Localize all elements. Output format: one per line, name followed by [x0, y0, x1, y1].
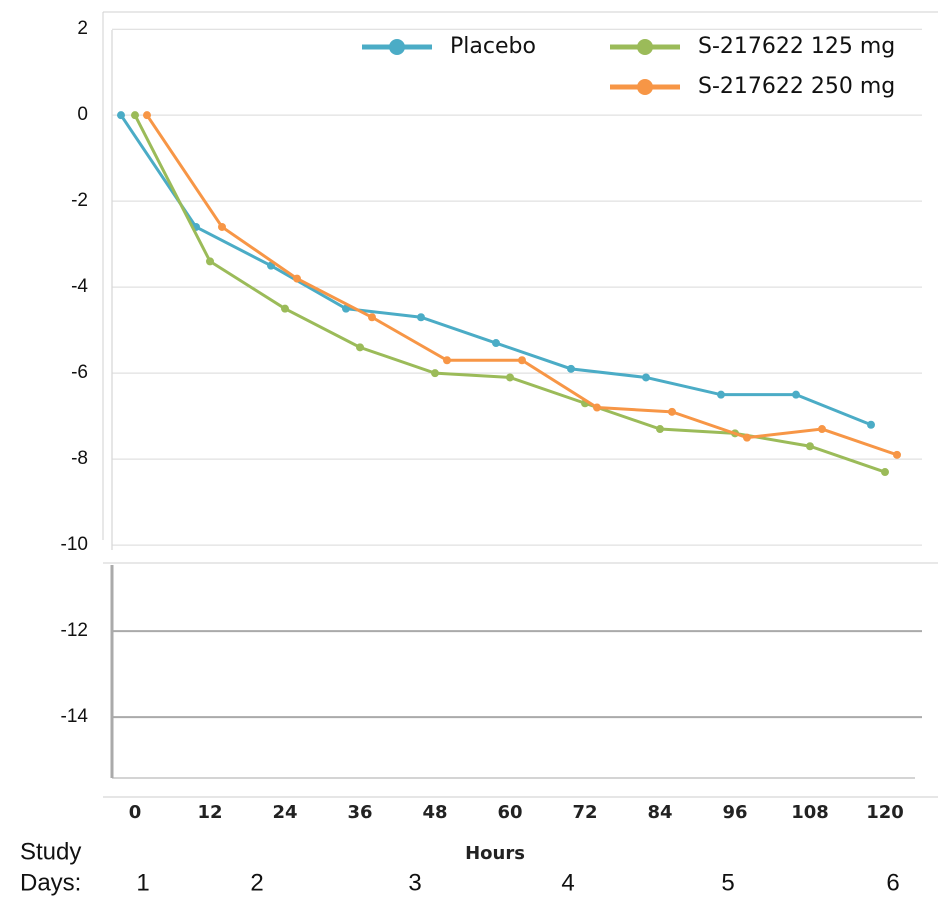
- legend-marker: [389, 39, 405, 55]
- data-point: [567, 364, 575, 373]
- study-day: 4: [561, 869, 574, 896]
- data-point: [743, 433, 751, 442]
- x-tick-label: 60: [497, 802, 522, 823]
- data-point: [342, 304, 350, 313]
- data-point: [443, 356, 451, 365]
- y-tick-label: -12: [61, 620, 88, 641]
- y-tick-label: -6: [71, 362, 88, 383]
- data-point: [131, 111, 139, 120]
- x-tick-label: 72: [572, 802, 597, 823]
- study-day: 1: [136, 869, 149, 896]
- y-tick-label: -14: [61, 706, 89, 727]
- data-point: [356, 343, 364, 352]
- data-point: [506, 373, 514, 382]
- data-point: [668, 407, 676, 416]
- data-point: [518, 356, 526, 365]
- x-tick-label: 84: [647, 802, 672, 823]
- data-point: [293, 274, 301, 283]
- data-point: [717, 390, 725, 399]
- study-days-label: Study: [20, 838, 81, 865]
- data-point: [206, 257, 214, 266]
- y-tick-label: -8: [71, 448, 88, 469]
- y-tick-label: -2: [71, 190, 88, 211]
- y-tick-label: -10: [61, 534, 88, 555]
- x-tick-label: 48: [422, 802, 447, 823]
- data-point: [893, 450, 901, 459]
- data-point: [218, 222, 226, 231]
- data-point: [656, 425, 664, 434]
- study-day: 2: [250, 869, 263, 896]
- legend-marker: [637, 79, 653, 95]
- y-tick-label: 2: [77, 18, 88, 39]
- data-point: [143, 111, 151, 120]
- x-tick-label: 12: [197, 802, 222, 823]
- x-tick-label: 120: [866, 802, 904, 823]
- y-tick-label: -4: [71, 276, 88, 297]
- legend-label: S-217622 250 mg: [698, 74, 895, 99]
- legend-label: S-217622 125 mg: [698, 34, 895, 59]
- study-day: 3: [408, 869, 421, 896]
- data-point: [431, 369, 439, 378]
- data-point: [281, 304, 289, 313]
- data-point: [593, 403, 601, 412]
- x-tick-label: 24: [272, 802, 297, 823]
- legend-marker: [637, 39, 653, 55]
- series-line: [133, 114, 886, 474]
- data-point: [642, 373, 650, 382]
- data-point: [806, 442, 814, 451]
- data-point: [818, 425, 826, 434]
- x-tick-label: 96: [722, 802, 747, 823]
- x-axis-title: Hours: [465, 843, 525, 864]
- data-point: [417, 313, 425, 322]
- x-tick-label: 36: [347, 802, 372, 823]
- y-tick-label: 0: [77, 104, 88, 125]
- series-line: [119, 114, 872, 427]
- study-day: 5: [721, 869, 734, 896]
- data-point: [881, 468, 889, 477]
- data-point: [867, 420, 875, 429]
- legend-label: Placebo: [450, 34, 536, 59]
- data-point: [117, 111, 125, 120]
- x-tick-label: 0: [129, 802, 142, 823]
- study-days-label: Days:: [20, 869, 81, 896]
- data-point: [492, 339, 500, 348]
- data-point: [792, 390, 800, 399]
- study-day: 6: [886, 869, 899, 896]
- data-point: [368, 313, 376, 322]
- series-line: [145, 114, 898, 457]
- x-tick-label: 108: [791, 802, 829, 823]
